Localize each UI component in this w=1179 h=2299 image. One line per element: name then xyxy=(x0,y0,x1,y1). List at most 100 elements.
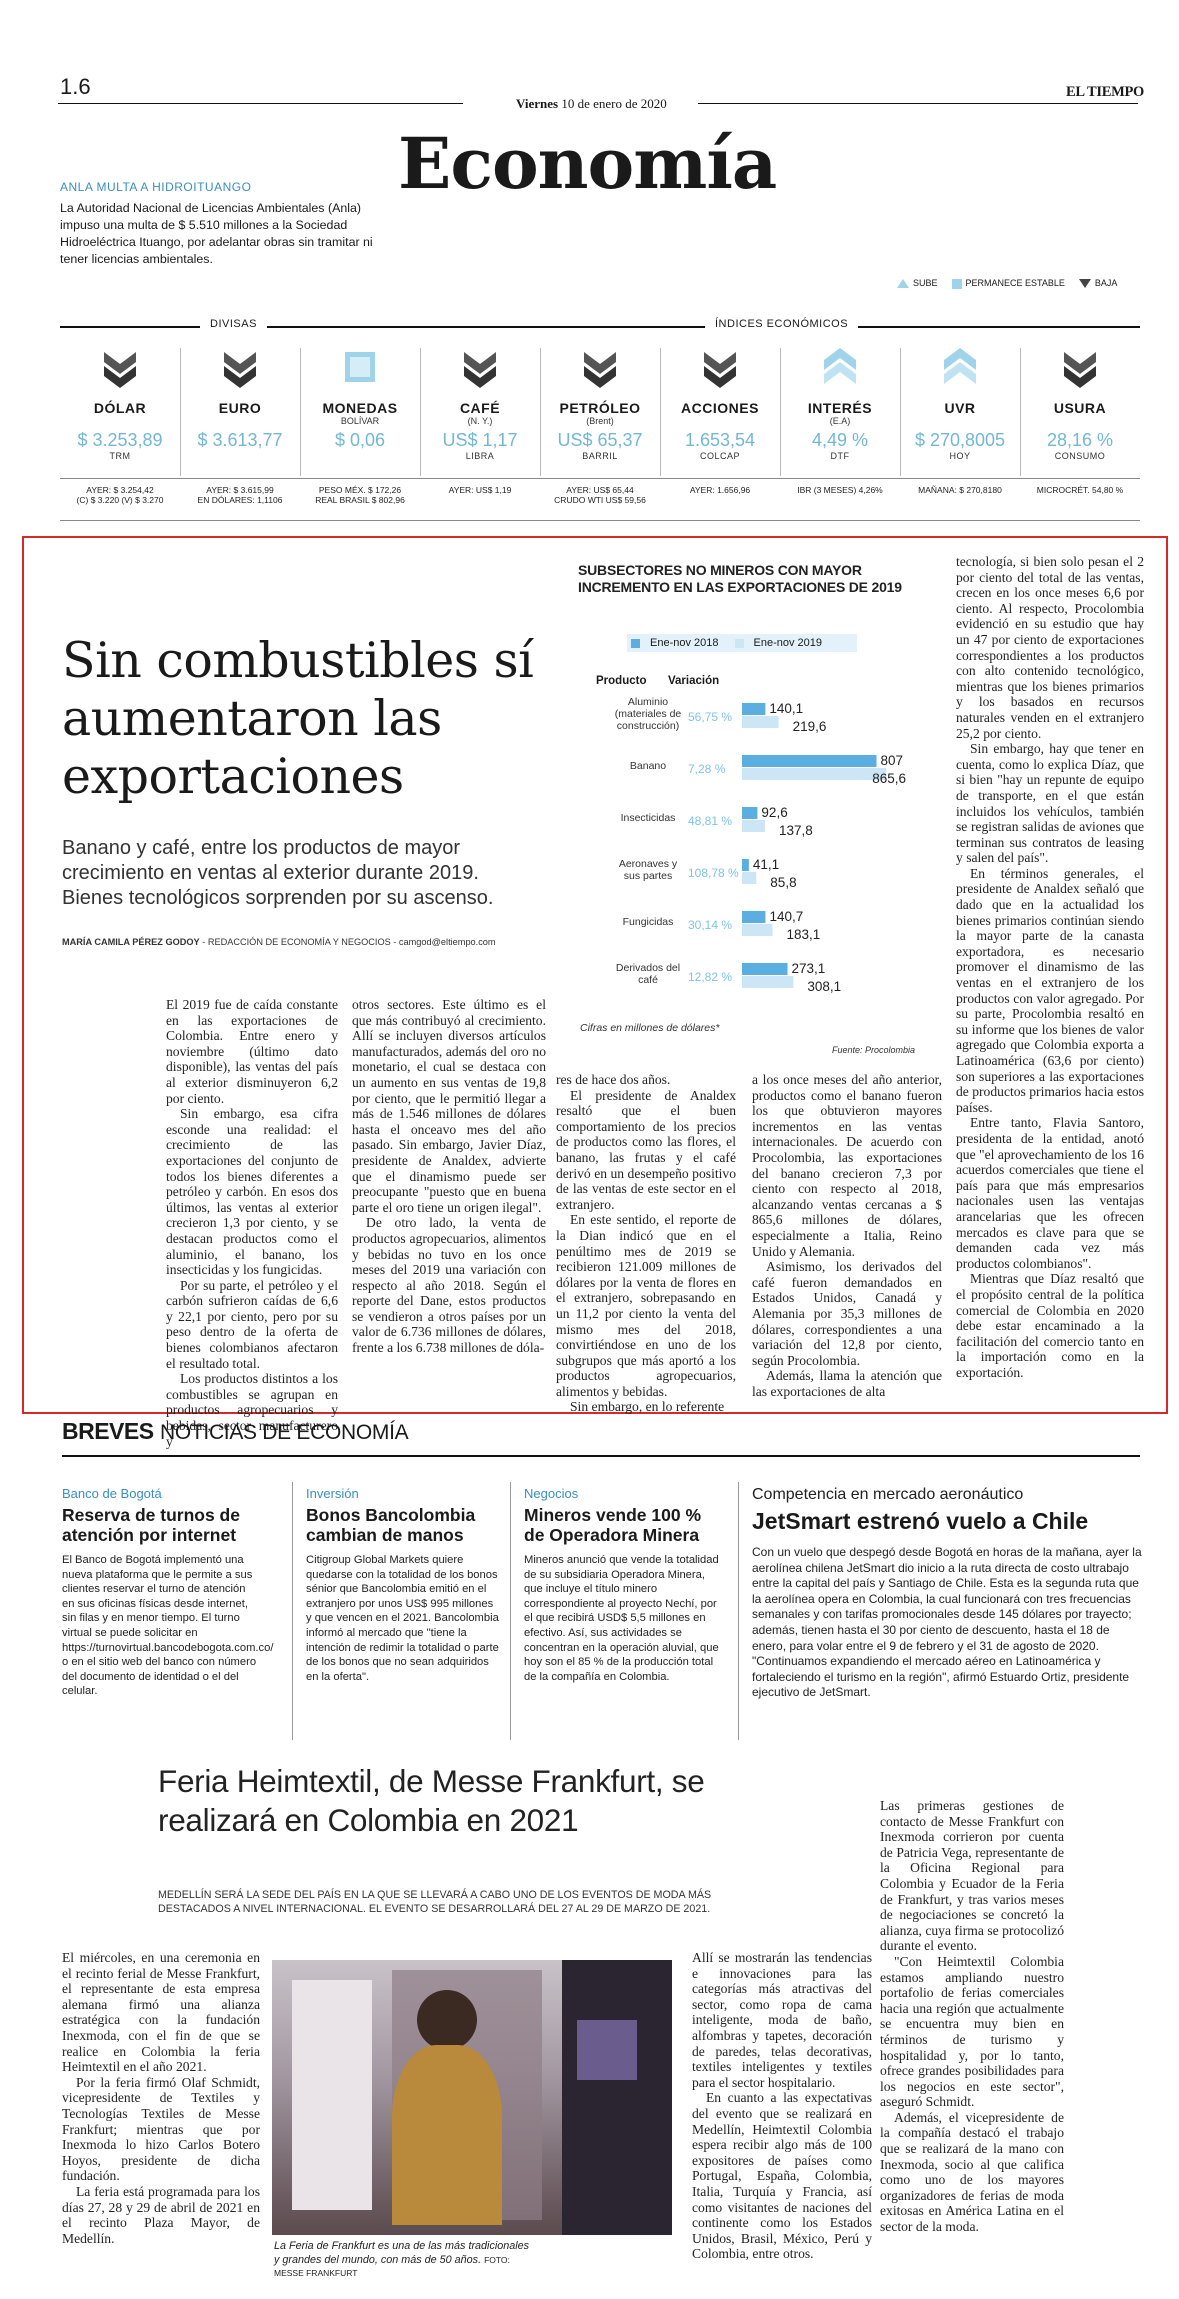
indicator-1: EURO $ 3.613,77 xyxy=(180,348,300,451)
indicator-foot-line: (C) $ 3.220 (V) $ 3.270 xyxy=(76,495,164,505)
chart-bar-2019 xyxy=(742,924,773,936)
caption-credit: FOTO: MESSE FRANKFURT xyxy=(274,2254,510,2279)
breves-header: BREVES NOTICIAS DE ECONOMÍA xyxy=(62,1418,409,1445)
byline-author: MARÍA CAMILA PÉREZ GODOY xyxy=(62,937,200,947)
breve-2: Inversión Bonos Bancolombia cambian de m… xyxy=(306,1486,500,1726)
main-col-1-paragraph: Los productos distintos a los combustibl… xyxy=(166,1371,338,1449)
chart-variation-label: 30,14 % xyxy=(688,918,732,932)
main-col-5-paragraph: En términos generales, el presidente de … xyxy=(956,865,1144,1115)
indicator-foot-line: AYER: $ 3.615,99 xyxy=(206,485,274,495)
legend-up: SUBE xyxy=(897,278,938,289)
indicator-8: USURA 28,16 % CONSUMO xyxy=(1020,348,1140,461)
chart-bar-2018 xyxy=(742,911,766,923)
main-col-3-paragraph: res de hace dos años. xyxy=(556,1072,671,1087)
date-day: Viernes xyxy=(516,96,559,111)
indicator-foot-line: AYER: US$ 1,19 xyxy=(448,485,512,495)
chart-value-label-2018: 140,7 xyxy=(769,909,803,924)
indicator-foot-line: AYER: $ 3.254,42 xyxy=(86,485,154,495)
indicator-value: 4,49 % xyxy=(811,430,869,450)
chart-variation-label: 12,82 % xyxy=(688,970,732,984)
breve-1-section: Banco de Bogotá xyxy=(62,1486,162,1501)
breve-featured-section: Competencia en mercado aeronáutico xyxy=(752,1486,1024,1503)
indicator-divider xyxy=(180,348,181,476)
feria-col-4: Las primeras gestiones de contacto de Me… xyxy=(880,1798,1064,2235)
indicator-divider xyxy=(1020,348,1021,476)
down-trend-icon xyxy=(104,352,136,388)
breves-rule xyxy=(62,1455,1140,1457)
chart-bar-2019 xyxy=(742,872,757,884)
indicator-foot-line: AYER: US$ 65,44 xyxy=(566,485,634,495)
indicator-sub xyxy=(660,416,780,426)
breve-3-title: Mineros vende 100 % de Operadora Minera xyxy=(524,1505,702,1545)
photo-panel-right xyxy=(562,1960,672,2235)
teaser: ANLA MULTA A HIDROITUANGO La Autoridad N… xyxy=(60,180,395,268)
indicator-divider xyxy=(900,348,901,476)
chart-variation-label: 7,28 % xyxy=(688,762,726,776)
main-byline: MARÍA CAMILA PÉREZ GODOY - REDACCIÓN DE … xyxy=(62,937,542,947)
down-arrow-icon xyxy=(1078,279,1091,289)
indicator-foot: IBR (3 MESES) 4,26% xyxy=(780,485,900,495)
feria-col-4-paragraph: Las primeras gestiones de contacto de Me… xyxy=(880,1798,1064,1954)
chart-category-label: Fungicidas xyxy=(623,916,674,928)
breves-title-bold: BREVES xyxy=(62,1418,154,1444)
chart-category-label: Insecticidas xyxy=(621,812,676,824)
indicator-value: $ 3.613,77 xyxy=(197,430,283,450)
breve-1-title: Reserva de turnos de atención por intern… xyxy=(62,1505,240,1545)
chart-bar-2019 xyxy=(742,820,765,832)
chart-category-label: Derivados del xyxy=(616,962,680,974)
indicator-name: INTERÉS xyxy=(807,400,873,416)
up-trend-icon xyxy=(944,348,976,384)
indicator-name: EURO xyxy=(218,400,262,416)
feria-col-3-paragraph: Allí se mostrarán las tendencias e innov… xyxy=(692,1950,872,2090)
stable-square-icon xyxy=(951,278,962,289)
indicators-row: DÓLAR $ 3.253,89 TRM EURO $ 3.613,77 MONEDAS B… xyxy=(60,348,1140,478)
indicator-divider xyxy=(660,348,661,476)
indicator-legend: SUBE PERMANECE ESTABLE BAJA xyxy=(897,278,1117,289)
chart-category-label: Aluminio xyxy=(628,696,668,708)
brand-logo: EL TIEMPO xyxy=(1066,84,1145,100)
legend-stable: PERMANECE ESTABLE xyxy=(951,278,1065,289)
page-date: Viernes 10 de enero de 2020 xyxy=(516,96,667,112)
main-col-4-paragraph: Asimismo, los derivados del café fueron … xyxy=(752,1259,942,1368)
indicator-name: MONEDAS xyxy=(322,400,398,416)
breve-2-body: Citigroup Global Markets quiere quedarse… xyxy=(306,1554,499,1683)
feria-headline: Feria Heimtextil, de Messe Frankfurt, se… xyxy=(158,1763,705,1838)
breves-divider-1 xyxy=(292,1482,293,1740)
breve-1: Banco de Bogotá Reserva de turnos de ate… xyxy=(62,1486,273,1726)
indicator-sub: (E.A) xyxy=(829,416,851,426)
indicator-foot: AYER: $ 3.615,99 EN DÓLARES: 1,1106 xyxy=(180,485,300,505)
indicator-value: 28,16 % xyxy=(1046,430,1114,450)
indicator-divider xyxy=(300,348,301,476)
feria-col-4-paragraph: "Con Heimtextil Colombia estamos amplian… xyxy=(880,1953,1064,2110)
indicator-value: 1.653,54 xyxy=(684,430,756,450)
indicator-foot-line: EN DÓLARES: 1,1106 xyxy=(197,495,283,505)
chart-legend: Ene-nov 2018 Ene-nov 2019 xyxy=(627,634,857,652)
indicator-unit: HOY xyxy=(949,451,971,461)
chart-bar-2018 xyxy=(742,703,766,715)
main-col-5-paragraph: Sin embargo, hay que tener en cuenta, co… xyxy=(956,741,1144,866)
down-trend-icon xyxy=(584,352,616,388)
indicator-foot: MICROCRÉT. 54,80 % xyxy=(1020,485,1140,495)
down-trend-icon xyxy=(224,352,256,388)
indicator-3: CAFÉ (N. Y.) US$ 1,17 LIBRA xyxy=(420,348,540,461)
chart-bar-2019 xyxy=(742,716,779,728)
chart-value-label-2019: 137,8 xyxy=(779,823,813,838)
indicator-unit: COLCAP xyxy=(699,451,740,461)
chart-value-label-2019: 183,1 xyxy=(787,927,821,942)
indicator-name: UVR xyxy=(944,400,976,416)
indicator-foot: AYER: 1.656,96 xyxy=(660,485,780,495)
indicator-name: DÓLAR xyxy=(93,400,147,416)
indicator-0: DÓLAR $ 3.253,89 TRM xyxy=(60,348,180,461)
feria-col-1-paragraph: El miércoles, en una ceremonia en el rec… xyxy=(62,1950,260,2075)
indicator-unit: LIBRA xyxy=(465,451,495,461)
indicator-6: INTERÉS (E.A) 4,49 % DTF xyxy=(780,348,900,461)
main-col-2-paragraph: otros sectores. Este último es el que má… xyxy=(352,997,546,1215)
indicator-unit: BARRIL xyxy=(582,451,618,461)
breve-2-section: Inversión xyxy=(306,1486,359,1501)
chart-bar-2018 xyxy=(742,859,749,871)
main-col-5: tecnología, si bien solo pesan el 2 por … xyxy=(956,554,1144,1380)
indicator-unit: CONSUMO xyxy=(1054,451,1106,461)
chart-category-label: construcción) xyxy=(617,720,679,732)
breve-featured-body: Con un vuelo que despegó desde Bogotá en… xyxy=(752,1545,1142,1700)
breve-featured: Competencia en mercado aeronáutico JetSm… xyxy=(752,1486,1142,1726)
